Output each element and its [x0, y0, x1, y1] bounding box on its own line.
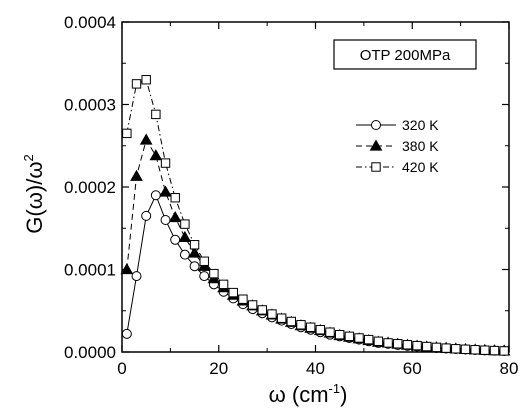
- data-point: [276, 313, 287, 323]
- data-point: [489, 345, 500, 356]
- data-point: [159, 185, 172, 197]
- data-point: [334, 329, 345, 340]
- data-point: [139, 133, 153, 145]
- data-point: [188, 246, 201, 258]
- data-point: [364, 334, 374, 345]
- data-point: [130, 169, 143, 181]
- data-point: [257, 305, 267, 315]
- data-point: [199, 271, 210, 282]
- data-point: [160, 158, 171, 168]
- data-point: [315, 325, 326, 335]
- x-tick-label: 60: [403, 359, 422, 378]
- data-point: [121, 328, 132, 339]
- data-point: [286, 316, 297, 327]
- series-line: [126, 79, 505, 352]
- data-point: [402, 340, 413, 350]
- annotation-text: OTP 200MPa: [360, 47, 451, 64]
- data-point: [141, 75, 151, 85]
- data-point: [178, 230, 192, 242]
- y-tick-label: 0.0004: [64, 13, 116, 32]
- y-axis-title-sup: 2: [21, 154, 36, 161]
- y-axis-title: G(ω)/ω2: [21, 154, 47, 233]
- annotation-box: OTP 200MPa: [333, 39, 477, 70]
- data-point: [441, 343, 451, 353]
- data-point: [199, 256, 209, 266]
- legend-item: 380 K: [356, 138, 439, 154]
- data-point: [149, 149, 163, 161]
- legend: 320 K 380 K 420 K: [356, 117, 439, 175]
- data-point: [218, 279, 229, 290]
- plot-frame: [121, 21, 510, 353]
- data-point: [170, 234, 181, 245]
- data-point: [499, 346, 509, 356]
- y-tick-label: 0.0000: [64, 343, 116, 362]
- data-point: [344, 331, 355, 342]
- data-point: [189, 261, 200, 272]
- data-point: [209, 268, 219, 279]
- y-axis-title-main: G(ω)/ω: [22, 162, 47, 234]
- data-point: [141, 210, 152, 221]
- data-point: [460, 344, 471, 354]
- data-point: [131, 271, 142, 282]
- y-tick-label: 0.0002: [64, 178, 116, 197]
- x-tick-label: 80: [500, 359, 519, 378]
- series-line: [126, 193, 505, 352]
- data-point: [160, 215, 171, 225]
- series-420-k: [122, 75, 509, 356]
- legend-label: 320 K: [402, 117, 439, 133]
- legend-label: 380 K: [402, 138, 439, 154]
- x-tick-label: 20: [209, 359, 228, 378]
- data-point: [305, 322, 316, 332]
- legend-marker: [371, 120, 381, 130]
- x-axis-title-close: ): [340, 382, 347, 407]
- data-point: [122, 128, 132, 139]
- data-point: [267, 309, 277, 319]
- data-point: [451, 344, 461, 354]
- legend-label: 420 K: [402, 159, 439, 175]
- x-axis-title: ω (cm-1): [269, 381, 348, 407]
- data-point: [431, 342, 442, 353]
- data-point: [470, 345, 480, 355]
- series-layer: [120, 75, 511, 357]
- data-point: [150, 190, 161, 201]
- legend-marker: [371, 162, 381, 172]
- data-point: [296, 320, 306, 330]
- data-point: [412, 340, 422, 351]
- data-point: [393, 339, 403, 349]
- y-tick-label: 0.0001: [64, 261, 116, 280]
- y-tick-label: 0.0003: [64, 96, 116, 115]
- data-point: [422, 341, 432, 352]
- x-tick-label: 0: [117, 359, 126, 378]
- data-point: [170, 193, 180, 203]
- x-axis-ticks: 0 20 40 60 80: [117, 22, 518, 378]
- x-tick-label: 40: [306, 359, 325, 378]
- y-axis-ticks: 0.0000 0.0001 0.0002 0.0003 0.0004: [64, 13, 509, 362]
- series-380-k: [120, 133, 511, 356]
- series-line: [126, 138, 505, 352]
- data-point: [180, 219, 190, 229]
- data-point: [480, 345, 490, 355]
- data-point: [354, 333, 364, 343]
- data-point: [325, 327, 335, 337]
- legend-item: 420 K: [356, 159, 439, 175]
- data-point: [373, 336, 384, 346]
- data-point: [168, 211, 182, 223]
- data-point: [131, 79, 142, 89]
- data-point: [151, 109, 161, 120]
- legend-marker: [369, 139, 383, 151]
- data-point: [247, 300, 258, 310]
- x-axis-title-sup: -1: [329, 381, 341, 396]
- data-point: [120, 262, 134, 275]
- legend-item: 320 K: [356, 117, 439, 133]
- data-point: [238, 294, 248, 304]
- data-point: [383, 338, 393, 348]
- data-point: [189, 240, 200, 250]
- annotation-frame: [333, 39, 477, 70]
- data-point: [179, 249, 190, 260]
- x-axis-title-main: ω (cm: [269, 382, 329, 407]
- data-point: [228, 287, 238, 298]
